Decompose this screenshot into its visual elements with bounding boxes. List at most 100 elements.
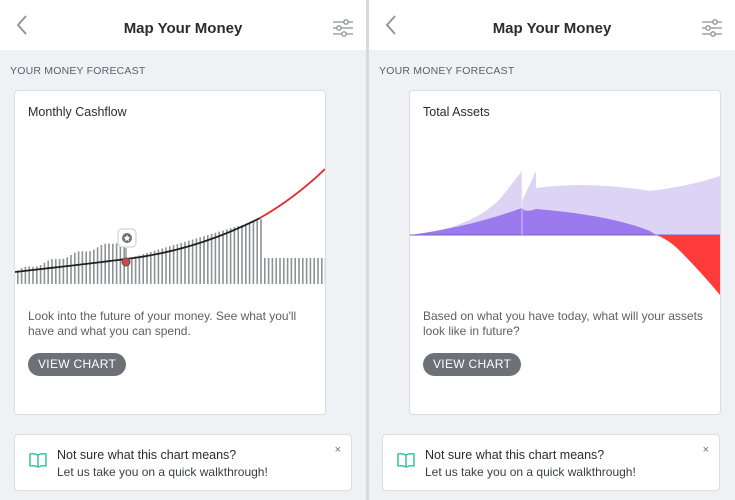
cashflow-bar xyxy=(165,247,167,284)
cashflow-bar xyxy=(290,258,293,284)
cashflow-bar xyxy=(62,258,65,284)
cashflow-future-line xyxy=(259,168,325,219)
view-chart-button[interactable]: VIEW CHART xyxy=(28,353,127,376)
cashflow-bar xyxy=(172,245,175,284)
cashflow-bar xyxy=(237,226,239,284)
cashflow-bar xyxy=(260,219,262,284)
card-description: Based on what you have today, what will … xyxy=(423,309,703,338)
page-title: Map Your Money xyxy=(123,20,243,37)
cashflow-bar xyxy=(100,245,103,284)
cashflow-bar xyxy=(55,258,57,284)
cashflow-bar xyxy=(283,258,285,284)
view-chart-button[interactable]: VIEW CHART xyxy=(423,353,522,376)
cashflow-bar xyxy=(39,265,42,284)
cashflow-bar xyxy=(146,253,148,284)
cashflow-bar xyxy=(119,242,122,284)
close-icon[interactable]: × xyxy=(334,444,341,456)
assets-area xyxy=(410,208,656,235)
cashflow-bar xyxy=(279,258,281,284)
cashflow-card[interactable]: Monthly Cashflow Look into the future of… xyxy=(14,90,326,415)
help-title: Not sure what this chart means? xyxy=(57,448,237,462)
assets-chart[interactable] xyxy=(410,131,720,311)
cashflow-bar xyxy=(313,258,315,284)
cashflow-bar xyxy=(157,249,160,284)
negative-area xyxy=(656,235,720,295)
sliders-icon[interactable] xyxy=(332,19,354,37)
cashflow-chart[interactable] xyxy=(15,131,325,311)
sliders-icon[interactable] xyxy=(701,19,723,37)
cashflow-bar xyxy=(294,258,296,284)
cashflow-bar xyxy=(184,241,186,284)
cashflow-bar xyxy=(321,258,323,284)
cashflow-bar xyxy=(24,266,27,284)
cashflow-bar xyxy=(241,224,243,284)
cashflow-bar xyxy=(142,254,144,284)
help-title: Not sure what this chart means? xyxy=(425,448,605,462)
cashflow-bar xyxy=(229,228,232,284)
cashflow-bar xyxy=(36,266,38,284)
cashflow-bar xyxy=(115,243,118,284)
help-banner[interactable]: Not sure what this chart means? Let us t… xyxy=(382,434,720,491)
open-book-icon xyxy=(29,452,47,468)
cashflow-bar xyxy=(70,255,72,284)
section-label: YOUR MONEY FORECAST xyxy=(10,65,146,77)
cashflow-bar xyxy=(203,236,205,284)
card-title: Monthly Cashflow xyxy=(28,105,127,119)
nav-bar: Map Your Money xyxy=(369,0,735,50)
help-subtitle: Let us take you on a quick walkthrough! xyxy=(57,465,268,479)
nav-bar: Map Your Money xyxy=(0,0,366,50)
cashflow-bar xyxy=(47,260,49,284)
cashflow-bar xyxy=(112,243,114,284)
cashflow-bar xyxy=(32,266,34,284)
cashflow-bar xyxy=(207,235,209,284)
cashflow-bar xyxy=(169,246,171,284)
card-title: Total Assets xyxy=(423,105,490,119)
cashflow-bar xyxy=(298,258,300,284)
cashflow-bar xyxy=(245,223,247,284)
chevron-left-icon[interactable] xyxy=(381,12,403,38)
help-banner[interactable]: Not sure what this chart means? Let us t… xyxy=(14,434,352,491)
chevron-left-icon[interactable] xyxy=(12,12,34,38)
section-label: YOUR MONEY FORECAST xyxy=(379,65,515,77)
cashflow-bar xyxy=(176,244,179,284)
cashflow-bar xyxy=(222,230,224,284)
cashflow-bar xyxy=(66,257,68,284)
cashflow-bar xyxy=(252,221,255,284)
cashflow-bar xyxy=(214,232,217,284)
cashflow-bar xyxy=(233,227,236,284)
cashflow-bar xyxy=(309,258,312,284)
cashflow-bar xyxy=(153,250,156,284)
close-icon[interactable]: × xyxy=(702,444,709,456)
cashflow-bar xyxy=(58,259,61,284)
cashflow-bar xyxy=(256,220,258,284)
cashflow-bar xyxy=(191,239,194,284)
cashflow-bar xyxy=(286,258,289,284)
cashflow-bar xyxy=(317,258,319,284)
cashflow-bar xyxy=(85,251,87,284)
cashflow-bar xyxy=(180,242,182,284)
page-title: Map Your Money xyxy=(492,20,612,37)
help-subtitle: Let us take you on a quick walkthrough! xyxy=(425,465,636,479)
cashflow-bar xyxy=(195,238,198,284)
assets-card[interactable]: Total Assets Based on what you have toda… xyxy=(409,90,721,415)
cashflow-bar xyxy=(127,258,129,284)
cashflow-bar xyxy=(226,229,228,284)
cashflow-bar xyxy=(93,249,95,284)
cashflow-bar xyxy=(199,237,201,284)
total-area xyxy=(410,171,720,235)
cashflow-bar xyxy=(305,258,308,284)
cashflow-bar xyxy=(17,270,19,284)
cashflow-bar xyxy=(210,233,213,284)
cashflow-bar xyxy=(271,258,274,284)
cashflow-bar xyxy=(81,251,84,284)
cashflow-bar xyxy=(302,258,304,284)
cashflow-bar xyxy=(248,222,251,284)
current-point-marker xyxy=(121,257,131,267)
cashflow-bar xyxy=(51,259,53,284)
open-book-icon xyxy=(397,452,415,468)
cashflow-bar xyxy=(104,243,106,284)
cashflow-bar xyxy=(188,240,190,284)
card-description: Look into the future of your money. See … xyxy=(28,309,297,338)
cashflow-bar xyxy=(20,268,23,284)
cashflow-bar xyxy=(74,252,76,284)
